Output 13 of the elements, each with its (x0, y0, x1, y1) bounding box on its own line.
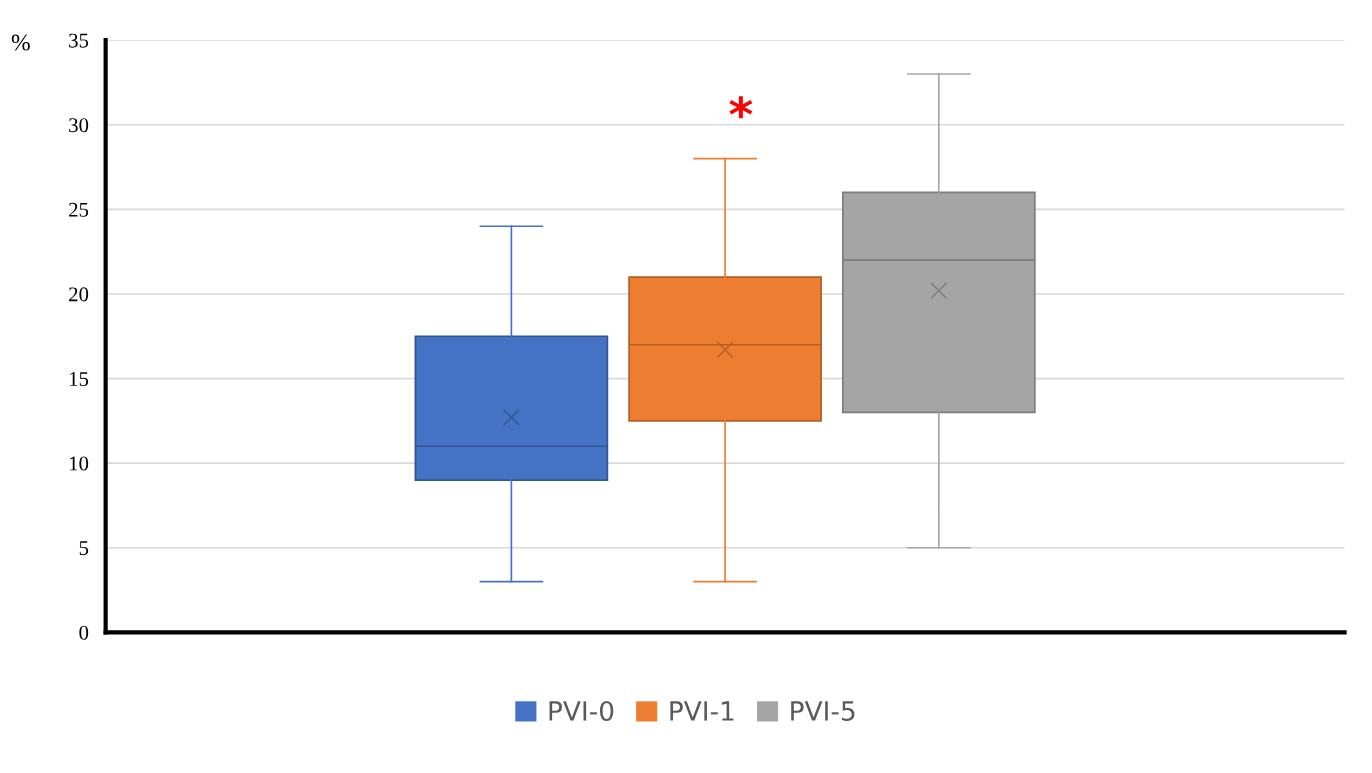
legend-label: PVI-1 (670, 701, 734, 721)
y-tick-label: 30 (69, 118, 89, 133)
y-tick-label: 20 (69, 287, 89, 302)
y-tick-label: 5 (79, 541, 89, 556)
y-tick-label: 10 (69, 456, 89, 471)
y-tick-label: 15 (69, 372, 89, 386)
y-tick-label: 25 (69, 202, 89, 217)
y-tick-label: 35 (69, 33, 89, 48)
legend-label: PVI-5 (791, 701, 855, 721)
y-tick-label: 0 (79, 625, 89, 640)
annotation: * (729, 96, 753, 119)
y-axis-title: % (11, 34, 30, 51)
legend-label: PVI-0 (549, 700, 614, 721)
